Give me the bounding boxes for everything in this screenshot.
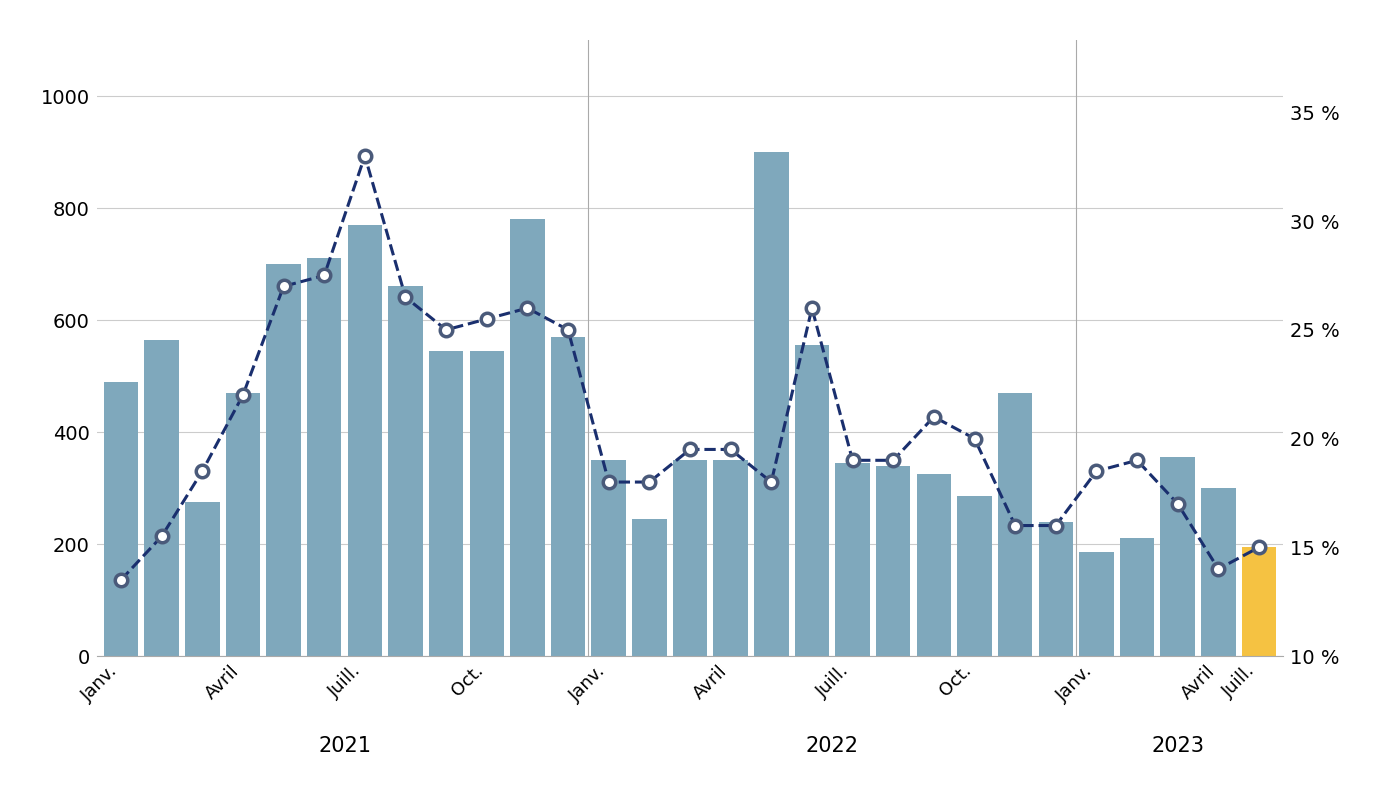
Bar: [348, 225, 382, 656]
Bar: [104, 382, 138, 656]
Text: 2021: 2021: [317, 736, 371, 756]
Bar: [1119, 538, 1154, 656]
Bar: [511, 219, 545, 656]
Bar: [388, 286, 422, 656]
Bar: [795, 346, 829, 656]
Bar: [1201, 488, 1235, 656]
Bar: [916, 474, 951, 656]
Bar: [226, 393, 261, 656]
Bar: [145, 339, 179, 656]
Bar: [1161, 458, 1195, 656]
Bar: [958, 496, 992, 656]
Bar: [1039, 522, 1074, 656]
Bar: [713, 460, 748, 656]
Bar: [592, 460, 627, 656]
Bar: [185, 502, 219, 656]
Bar: [469, 350, 504, 656]
Text: 2023: 2023: [1151, 736, 1205, 756]
Bar: [551, 337, 585, 656]
Bar: [429, 350, 464, 656]
Bar: [672, 460, 708, 656]
Bar: [1079, 553, 1114, 656]
Bar: [306, 258, 341, 656]
Bar: [835, 462, 869, 656]
Bar: [753, 152, 788, 656]
Bar: [1242, 547, 1276, 656]
Bar: [266, 264, 301, 656]
Text: 2022: 2022: [806, 736, 858, 756]
Bar: [998, 393, 1032, 656]
Bar: [876, 466, 911, 656]
Bar: [632, 519, 667, 656]
